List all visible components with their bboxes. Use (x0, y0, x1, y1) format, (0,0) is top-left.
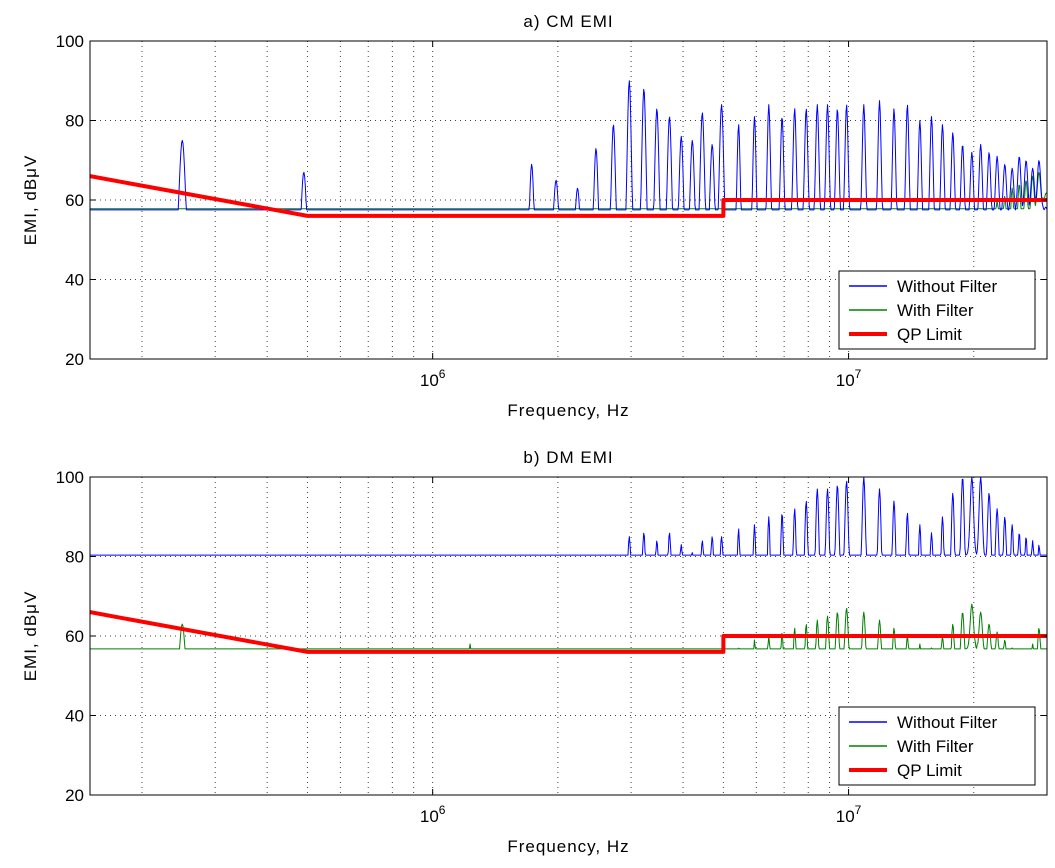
y-tick-label: 60 (65, 627, 84, 646)
panel-dm-emi: 20 40 60 80 100 106 107 b) DM EMI Frequency, Hz E… (21, 448, 1048, 856)
y-tick-label: 20 (65, 350, 84, 369)
series-group (90, 477, 1047, 654)
panel-cm-emi: 20 40 60 80 100 106 107 a) CM EMI Frequency, Hz E… (21, 12, 1048, 420)
legend-label-without-filter: Without Filter (897, 713, 997, 732)
y-axis-label: EMI, dBμV (21, 155, 40, 246)
legend-label-qp-limit: QP Limit (897, 761, 962, 780)
y-tick-label: 60 (65, 191, 84, 210)
y-tick-label: 20 (65, 786, 84, 805)
legend: Without Filter With Filter QP Limit (838, 270, 1036, 350)
legend: Without Filter With Filter QP Limit (838, 706, 1036, 786)
y-axis-label: EMI, dBμV (21, 591, 40, 682)
legend-label-without-filter: Without Filter (897, 277, 997, 296)
x-tick-label: 106 (420, 367, 446, 390)
x-axis-label: Frequency, Hz (507, 401, 629, 420)
series-line-qp-limit (90, 610, 1047, 654)
x-tick-label: 107 (836, 803, 862, 826)
chart-title: b) DM EMI (523, 448, 613, 467)
y-tick-label: 80 (65, 112, 84, 131)
y-tick-label: 40 (65, 707, 84, 726)
chart-title: a) CM EMI (523, 12, 613, 31)
series-line-with-filter (90, 171, 1047, 210)
legend-label-qp-limit: QP Limit (897, 325, 962, 344)
x-tick-label: 107 (836, 367, 862, 390)
series-group (90, 80, 1047, 218)
y-tick-label: 100 (56, 32, 84, 51)
y-tick-label: 100 (56, 468, 84, 487)
series-line-without-filter (90, 477, 1047, 556)
series-line-qp-limit (90, 174, 1047, 218)
y-tick-label: 40 (65, 271, 84, 290)
legend-label-with-filter: With Filter (897, 737, 974, 756)
x-tick-label: 106 (420, 803, 446, 826)
y-tick-label: 80 (65, 548, 84, 567)
series-line-without-filter (90, 80, 1047, 211)
series-line-with-filter (90, 603, 1047, 650)
x-axis-label: Frequency, Hz (507, 837, 629, 856)
grid (90, 477, 1047, 795)
legend-label-with-filter: With Filter (897, 301, 974, 320)
